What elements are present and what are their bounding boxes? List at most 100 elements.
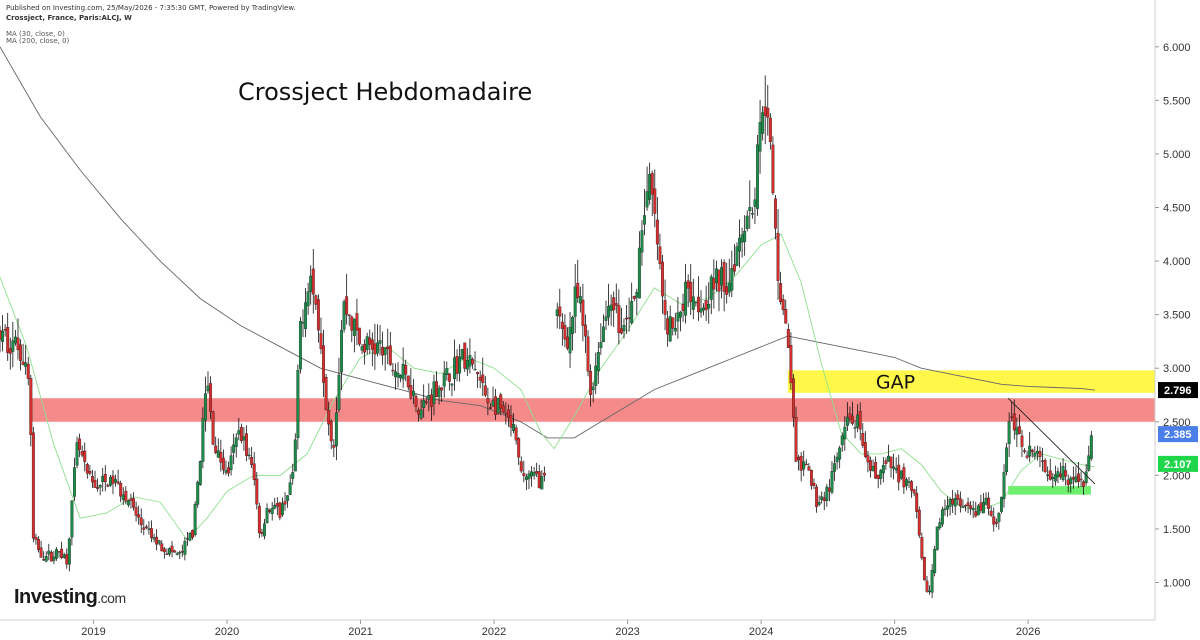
candle-body xyxy=(694,301,698,304)
candle-up xyxy=(630,282,634,325)
candle-down xyxy=(851,401,854,426)
candle-body xyxy=(712,277,716,290)
candle-down xyxy=(650,170,654,217)
candle-down xyxy=(34,533,38,545)
candle-body xyxy=(956,494,960,500)
candle-body xyxy=(481,374,485,384)
y-tick-label: 2.500 xyxy=(1163,417,1191,429)
candle-up xyxy=(304,288,308,338)
candle-down xyxy=(1023,448,1027,454)
candle-up xyxy=(232,433,236,465)
candle-down xyxy=(214,436,218,455)
candle-body xyxy=(296,370,300,439)
candle-body xyxy=(67,538,71,565)
candle-down xyxy=(792,373,795,428)
candle-body xyxy=(866,455,870,463)
candle-body xyxy=(471,359,474,365)
candle-body xyxy=(907,481,911,483)
candle-body xyxy=(298,321,302,370)
candle-down xyxy=(989,505,993,517)
candle-body xyxy=(388,345,392,365)
candle-up xyxy=(684,263,688,324)
price-tag-label: 2.385 xyxy=(1164,429,1192,441)
candle-body xyxy=(458,356,462,374)
candle-body xyxy=(856,414,860,428)
candle-body xyxy=(774,198,777,229)
candle-body xyxy=(242,436,246,441)
candle-body xyxy=(119,483,123,497)
candle-body xyxy=(373,343,377,355)
candle-body xyxy=(486,398,490,404)
candle-body xyxy=(234,437,238,447)
candle-body xyxy=(383,347,387,355)
candle-body xyxy=(232,444,236,453)
investing-logo: Investing.com xyxy=(14,586,126,609)
candle-body xyxy=(93,479,97,488)
candle-down xyxy=(255,471,259,510)
candle-up xyxy=(1,315,5,352)
candle-up xyxy=(1056,467,1060,484)
candle-down xyxy=(160,540,164,552)
candle-down xyxy=(1077,461,1080,488)
candle-up xyxy=(396,362,400,388)
candle-body xyxy=(57,551,61,553)
candle-up xyxy=(1069,475,1073,493)
candle-up xyxy=(578,286,582,313)
candle-up xyxy=(1015,417,1019,448)
candle-down xyxy=(632,295,636,302)
candle-body xyxy=(291,472,295,479)
candle-down xyxy=(150,520,153,543)
candle-body xyxy=(404,364,408,375)
candle-body xyxy=(753,199,757,207)
candle-up xyxy=(961,499,965,508)
candle-up xyxy=(286,495,290,508)
published-note: Published on Investing.com, 25/May/2026 … xyxy=(6,4,296,12)
candle-up xyxy=(830,461,834,495)
candle-down xyxy=(268,508,272,514)
candle-up xyxy=(411,378,415,405)
candle-body xyxy=(34,537,38,540)
candle-body xyxy=(270,508,274,514)
candle-up xyxy=(758,99,762,174)
candles-group xyxy=(0,75,1093,598)
candle-body xyxy=(88,470,92,474)
candle-up xyxy=(47,543,51,561)
candle-body xyxy=(879,470,883,479)
candle-up xyxy=(188,531,192,542)
candle-body xyxy=(948,499,952,507)
candle-body xyxy=(696,296,700,313)
candle-body xyxy=(915,493,919,512)
candle-down xyxy=(681,293,685,322)
candle-up xyxy=(976,503,980,516)
candle-up xyxy=(935,526,939,551)
candle-body xyxy=(504,413,508,415)
candle-up xyxy=(75,436,79,469)
candle-body xyxy=(817,502,821,505)
candle-down xyxy=(951,489,955,513)
candle-body xyxy=(42,559,46,561)
candle-up xyxy=(1074,466,1078,484)
candle-body xyxy=(876,474,880,480)
candle-down xyxy=(979,494,983,514)
candle-body xyxy=(90,476,94,483)
candle-up xyxy=(419,399,423,420)
candle-up xyxy=(720,259,724,299)
candle-body xyxy=(874,462,878,479)
candle-body xyxy=(265,508,269,523)
candle-body xyxy=(681,304,685,311)
candle-body xyxy=(966,502,970,506)
candle-down xyxy=(8,337,12,370)
price-tag xyxy=(1158,455,1198,472)
candle-down xyxy=(435,371,438,397)
candle-up xyxy=(604,300,608,330)
candle-body xyxy=(758,122,762,152)
candle-body xyxy=(401,363,405,380)
candle-body xyxy=(614,303,618,306)
candle-down xyxy=(666,310,670,347)
candle-down xyxy=(129,493,133,509)
candle-body xyxy=(83,450,87,462)
candle-body xyxy=(460,349,464,360)
candle-body xyxy=(709,276,713,300)
